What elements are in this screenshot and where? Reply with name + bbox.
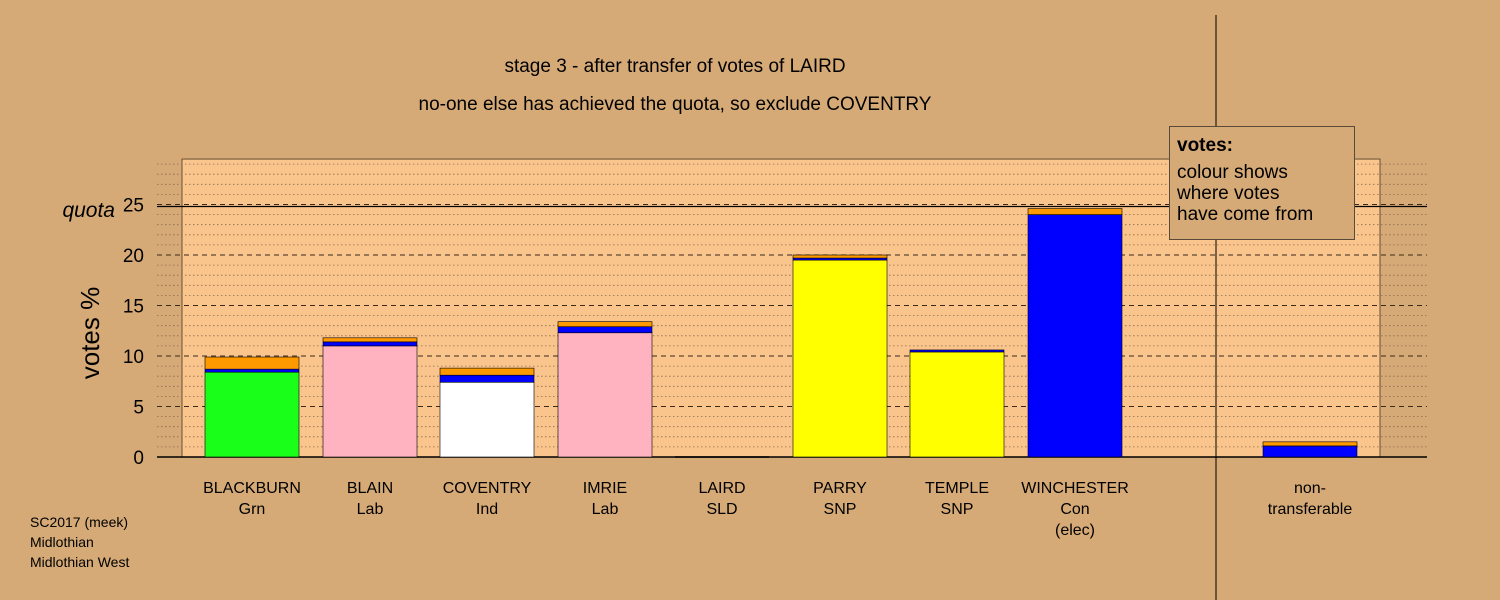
- chart-title: stage 3 - after transfer of votes of LAI…: [504, 56, 845, 77]
- bar-segment: [204, 356, 300, 370]
- x-tick-label-name: IMRIE: [583, 480, 627, 497]
- legend-line-2: where votes: [1177, 183, 1280, 204]
- x-tick-label-note: (elec): [1055, 522, 1095, 539]
- x-tick-label-party: SNP: [941, 501, 974, 518]
- x-tick-label-name: TEMPLE: [925, 480, 989, 497]
- x-tick-label-party: Grn: [239, 501, 266, 518]
- bar-segment: [322, 345, 418, 458]
- y-tick-label: 0: [133, 448, 144, 469]
- bar-segment: [439, 374, 535, 383]
- bar-segment: [909, 351, 1005, 458]
- footer: SC2017 (meek) Midlothian Midlothian West: [30, 512, 129, 572]
- bar-segment: [1027, 214, 1123, 458]
- bar-segment: [204, 371, 300, 458]
- bar-segment: [322, 337, 418, 343]
- y-tick-label: 10: [123, 347, 144, 368]
- bar-segment: [1027, 208, 1123, 215]
- x-tick-label-party: Lab: [357, 501, 384, 518]
- bar-segment: [1262, 441, 1358, 447]
- x-tick-label-name: BLAIN: [347, 480, 393, 497]
- legend-line-3: have come from: [1177, 204, 1314, 225]
- footer-line-3: Midlothian West: [30, 554, 130, 570]
- bar-segment: [439, 367, 535, 376]
- bar-segment: [557, 321, 653, 328]
- bar-segment: [792, 254, 888, 259]
- bar-segment: [792, 259, 888, 458]
- quota-label: quota: [62, 199, 115, 222]
- y-tick-label: 15: [123, 297, 144, 318]
- bar-segment: [322, 341, 418, 347]
- x-tick-label-name: BLACKBURN: [203, 480, 301, 497]
- bar-segment: [204, 368, 300, 373]
- x-tick-label-name: COVENTRY: [443, 480, 532, 497]
- bar-segment: [557, 326, 653, 334]
- x-tick-label-nontransferable: transferable: [1268, 501, 1353, 518]
- x-tick-label-party: Ind: [476, 501, 498, 518]
- legend-line-1: colour shows: [1177, 162, 1288, 183]
- footer-line-1: SC2017 (meek): [30, 514, 129, 530]
- y-tick-label: 20: [123, 246, 144, 267]
- y-tick-label: 5: [133, 398, 144, 419]
- x-tick-label-name: PARRY: [813, 480, 867, 497]
- x-tick-label-party: SLD: [706, 501, 737, 518]
- x-tick-label-party: Lab: [592, 501, 619, 518]
- footer-line-2: Midlothian: [30, 534, 94, 550]
- legend-title: votes:: [1177, 135, 1233, 156]
- x-tick-label-party: SNP: [824, 501, 857, 518]
- x-tick-label-name: LAIRD: [698, 480, 745, 497]
- y-axis-label: votes %: [75, 287, 105, 380]
- bar-segment: [1262, 445, 1358, 458]
- x-tick-label-name: WINCHESTER: [1021, 480, 1129, 497]
- y-tick-label: 25: [123, 196, 144, 217]
- x-tick-label-nontransferable: non-: [1294, 480, 1326, 497]
- bar-segment: [557, 332, 653, 458]
- bar-segment: [909, 349, 1005, 353]
- bar-segment: [439, 381, 535, 458]
- x-tick-label-party: Con: [1060, 501, 1089, 518]
- legend: votes: colour shows where votes have com…: [1169, 126, 1355, 240]
- bar-segment: [792, 257, 888, 261]
- chart-subtitle: no-one else has achieved the quota, so e…: [419, 94, 932, 115]
